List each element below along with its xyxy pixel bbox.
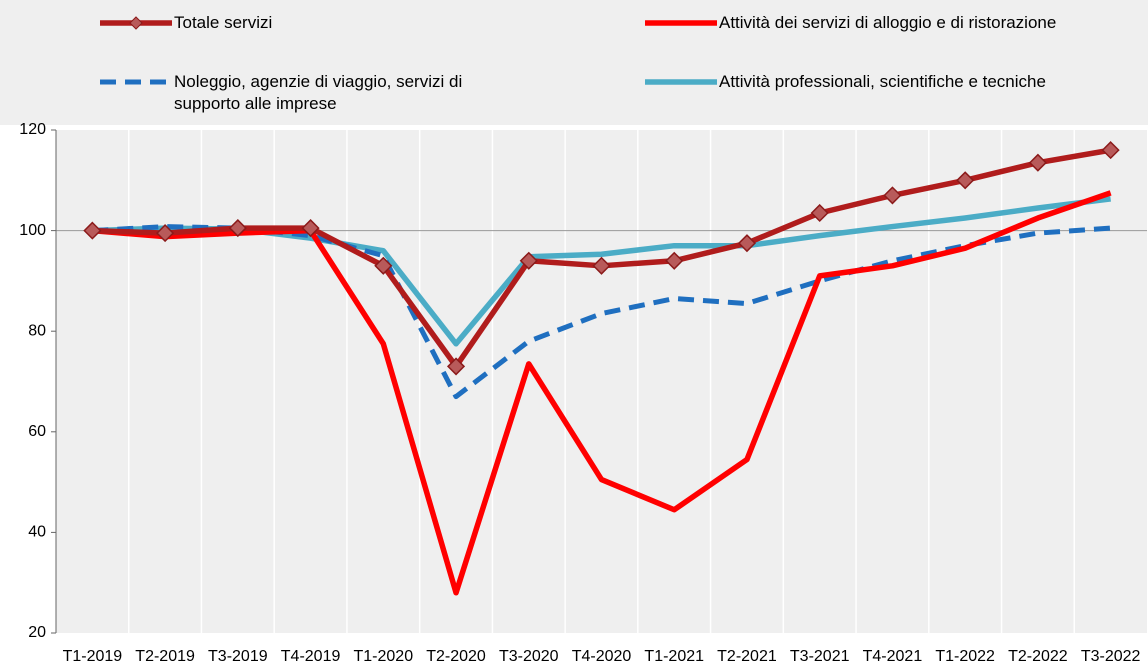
x-tick-label: T4-2021 [863, 648, 923, 665]
x-tick-label: T2-2020 [426, 648, 486, 665]
x-tick-label: T1-2022 [935, 648, 995, 665]
x-tick-label: T2-2021 [717, 648, 777, 665]
series-line [92, 190, 1112, 596]
marker [228, 219, 247, 238]
legend-background [0, 0, 1148, 125]
marker [737, 234, 757, 253]
legend-label: Totale servizi [174, 13, 273, 32]
x-tick-label: T1-2021 [644, 648, 704, 665]
plot-background [56, 130, 1147, 633]
y-tick-label: 60 [28, 423, 46, 440]
marker [810, 203, 829, 223]
x-tick-label: T3-2020 [499, 648, 559, 665]
marker [883, 186, 902, 205]
x-tick-label: T2-2022 [1008, 648, 1068, 665]
marker [374, 256, 393, 275]
y-tick-label: 100 [19, 222, 46, 239]
y-tick-label: 20 [28, 624, 46, 641]
marker [1101, 141, 1120, 160]
legend-marker [129, 16, 143, 30]
legend-label: Attività professionali, scientifiche e t… [719, 72, 1046, 91]
x-tick-label: T2-2019 [135, 648, 195, 665]
marker [301, 219, 320, 238]
y-tick-label: 80 [28, 322, 46, 339]
x-tick-label: T3-2019 [208, 648, 268, 665]
legend-label: Noleggio, agenzie di viaggio, servizi di… [174, 72, 463, 113]
marker [956, 171, 975, 190]
x-tick-label: T4-2019 [281, 648, 341, 665]
y-tick-label: 120 [19, 121, 46, 138]
x-tick-label: T3-2022 [1081, 648, 1141, 665]
legend-label: Attività dei servizi di alloggio e di ri… [719, 13, 1057, 32]
marker [156, 224, 175, 243]
marker [83, 221, 102, 240]
x-tick-label: T3-2021 [790, 648, 850, 665]
x-tick-label: T1-2019 [63, 648, 123, 665]
marker [665, 251, 684, 270]
x-tick-label: T1-2020 [354, 648, 414, 665]
marker [519, 251, 538, 270]
marker [446, 357, 466, 376]
marker [592, 256, 611, 275]
x-tick-label: T4-2020 [572, 648, 632, 665]
y-tick-label: 40 [28, 524, 46, 541]
marker [1028, 153, 1047, 172]
